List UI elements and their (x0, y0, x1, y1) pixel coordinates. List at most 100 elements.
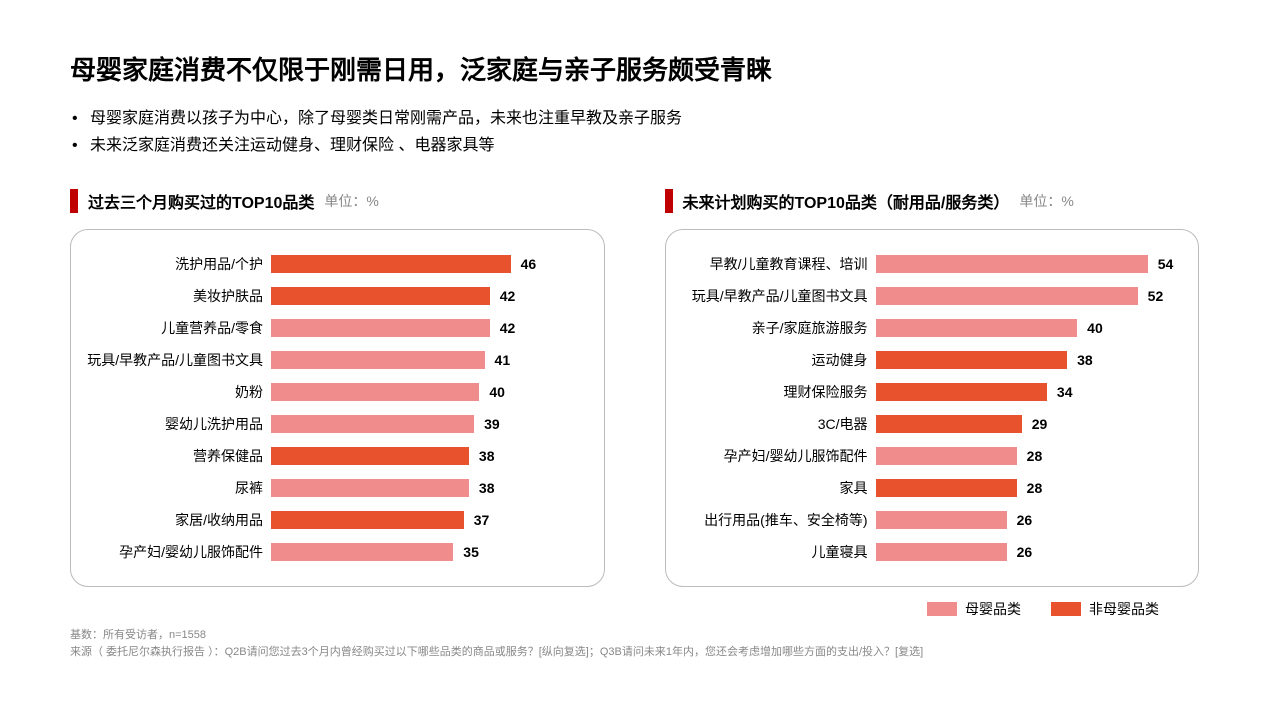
bar-label: 孕产妇/婴幼儿服饰配件 (81, 542, 271, 562)
bar-row: 出行用品(推车、安全椅等) 26 (676, 504, 1179, 536)
bar-track: 54 (876, 255, 1179, 273)
chart-unit: 单位：% (1019, 191, 1073, 211)
bar (876, 415, 1022, 433)
bar-label: 理财保险服务 (676, 382, 876, 402)
bar-value: 42 (500, 288, 516, 304)
bar-track: 46 (271, 255, 584, 273)
bar-track: 26 (876, 511, 1179, 529)
bar-row: 营养保健品38 (81, 440, 584, 472)
bar-label: 尿裤 (81, 478, 271, 498)
bar-label: 运动健身 (676, 350, 876, 370)
footer-line: 基数：所有受访者，n=1558 (70, 627, 1199, 644)
bar-row: 理财保险服务 34 (676, 376, 1179, 408)
bar-row: 玩具/早教产品/儿童图书文具 52 (676, 280, 1179, 312)
bar-value: 41 (495, 352, 511, 368)
bar-label: 营养保健品 (81, 446, 271, 466)
accent-bar (70, 189, 78, 213)
bar (271, 351, 485, 369)
chart-box: 早教/儿童教育课程、培训 54 玩具/早教产品/儿童图书文具 52 亲子/家庭旅游服务 4… (665, 229, 1200, 587)
chart-title: 未来计划购买的TOP10品类（耐用品/服务类） (683, 189, 1010, 213)
bar-row: 3C/电器29 (676, 408, 1179, 440)
bar-row: 孕产妇/婴幼儿服饰配件 35 (81, 536, 584, 568)
footer: 基数：所有受访者，n=1558 来源（ 委托尼尔森执行报告 ）：Q2B请问您过去… (70, 627, 1199, 660)
legend-label: 母婴品类 (965, 599, 1021, 619)
legend-swatch (927, 602, 957, 616)
bar-track: 28 (876, 447, 1179, 465)
bar-label: 家具 (676, 478, 876, 498)
bullet-item: 未来泛家庭消费还关注运动健身、理财保险 、电器家具等 (90, 132, 1199, 159)
bar-label: 儿童营养品/零食 (81, 318, 271, 338)
bar-value: 37 (474, 512, 490, 528)
bar-row: 早教/儿童教育课程、培训 54 (676, 248, 1179, 280)
bar-track: 26 (876, 543, 1179, 561)
bar-value: 26 (1017, 512, 1033, 528)
chart-header: 过去三个月购买过的TOP10品类 单位：% (70, 189, 605, 213)
bar-track: 40 (271, 383, 584, 401)
bar-row: 婴幼儿洗护用品39 (81, 408, 584, 440)
bar-label: 洗护用品/个护 (81, 254, 271, 274)
bar-track: 38 (876, 351, 1179, 369)
legend-label: 非母婴品类 (1089, 599, 1159, 619)
bar-value: 54 (1158, 256, 1174, 272)
bullet-item: 母婴家庭消费以孩子为中心，除了母婴类日常刚需产品，未来也注重早教及亲子服务 (90, 105, 1199, 132)
bar (876, 319, 1078, 337)
bar (876, 447, 1017, 465)
bar-row: 洗护用品/个护 46 (81, 248, 584, 280)
bar-value: 28 (1027, 480, 1043, 496)
bar-label: 儿童寝具 (676, 542, 876, 562)
bar (271, 479, 469, 497)
bar-value: 26 (1017, 544, 1033, 560)
bar (271, 447, 469, 465)
bar (271, 543, 453, 561)
legend-swatch (1051, 602, 1081, 616)
bar-row: 儿童寝具 26 (676, 536, 1179, 568)
bar-track: 29 (876, 415, 1179, 433)
bar-label: 玩具/早教产品/儿童图书文具 (81, 350, 271, 370)
bar (876, 383, 1047, 401)
bar-track: 37 (271, 511, 584, 529)
bar (271, 511, 464, 529)
bar-track: 41 (271, 351, 584, 369)
bar-row: 儿童营养品/零食 42 (81, 312, 584, 344)
bar-row: 家居/收纳用品37 (81, 504, 584, 536)
chart-box: 洗护用品/个护 46 美妆护肤品42 儿童营养品/零食 42 玩具/早教产品/儿童图书文具… (70, 229, 605, 587)
bar-label: 早教/儿童教育课程、培训 (676, 254, 876, 274)
bar-value: 46 (521, 256, 537, 272)
bar-label: 亲子/家庭旅游服务 (676, 318, 876, 338)
bar-value: 38 (479, 480, 495, 496)
bar-value: 35 (463, 544, 479, 560)
bar-value: 40 (489, 384, 505, 400)
bar-value: 40 (1087, 320, 1103, 336)
chart-right: 未来计划购买的TOP10品类（耐用品/服务类） 单位：% 早教/儿童教育课程、培… (665, 189, 1200, 587)
bar-value: 39 (484, 416, 500, 432)
page-title: 母婴家庭消费不仅限于刚需日用，泛家庭与亲子服务颇受青睐 (70, 50, 1199, 87)
bar-value: 52 (1148, 288, 1164, 304)
bar (876, 511, 1007, 529)
chart-header: 未来计划购买的TOP10品类（耐用品/服务类） 单位：% (665, 189, 1200, 213)
bar-label: 孕产妇/婴幼儿服饰配件 (676, 446, 876, 466)
legend: 母婴品类 非母婴品类 (70, 599, 1199, 619)
bar-label: 玩具/早教产品/儿童图书文具 (676, 286, 876, 306)
bar-row: 亲子/家庭旅游服务 40 (676, 312, 1179, 344)
bar (271, 319, 490, 337)
charts-row: 过去三个月购买过的TOP10品类 单位：% 洗护用品/个护46美妆护肤品42儿童… (70, 189, 1199, 587)
bar-value: 42 (500, 320, 516, 336)
bar (271, 383, 479, 401)
bar-track: 52 (876, 287, 1179, 305)
bar (876, 479, 1017, 497)
bar-track: 38 (271, 447, 584, 465)
bar-track: 40 (876, 319, 1179, 337)
bar-row: 尿裤 38 (81, 472, 584, 504)
bar (271, 255, 511, 273)
bar-track: 42 (271, 287, 584, 305)
bar-row: 运动健身38 (676, 344, 1179, 376)
bullet-list: 母婴家庭消费以孩子为中心，除了母婴类日常刚需产品，未来也注重早教及亲子服务 未来… (70, 105, 1199, 159)
bar (876, 351, 1068, 369)
bar-label: 出行用品(推车、安全椅等) (676, 510, 876, 530)
bar-track: 38 (271, 479, 584, 497)
footer-line: 来源（ 委托尼尔森执行报告 ）：Q2B请问您过去3个月内曾经购买过以下哪些品类的… (70, 644, 1199, 661)
bar-row: 玩具/早教产品/儿童图书文具 41 (81, 344, 584, 376)
bar-row: 美妆护肤品42 (81, 280, 584, 312)
bar-label: 3C/电器 (676, 414, 876, 434)
bar-value: 34 (1057, 384, 1073, 400)
